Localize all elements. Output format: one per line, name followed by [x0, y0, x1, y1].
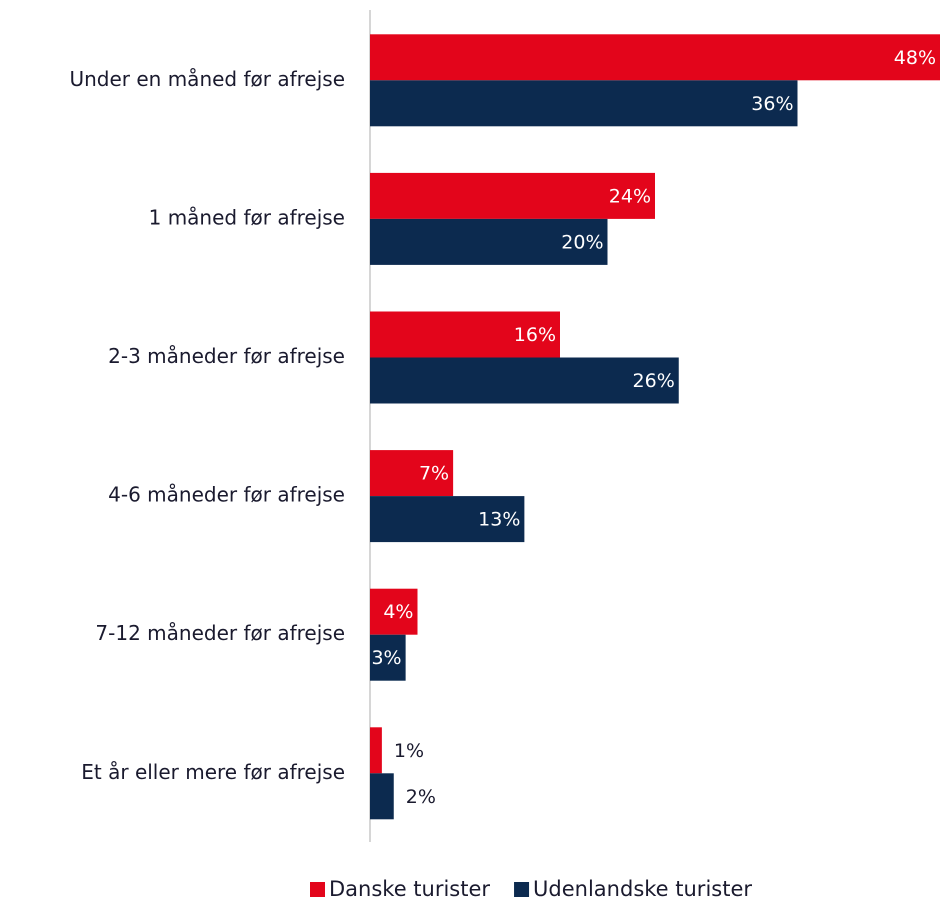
value-label: 1%: [394, 740, 424, 762]
bar: [370, 773, 394, 820]
value-label: 36%: [751, 93, 793, 115]
bar: [370, 80, 798, 127]
bar: [370, 357, 679, 404]
bar: [370, 496, 525, 543]
value-label: 4%: [383, 601, 413, 623]
value-label: 3%: [371, 647, 401, 669]
category-label: Et år eller mere før afrejse: [81, 760, 345, 784]
bar: [370, 172, 655, 219]
category-label: 2-3 måneder før afrejse: [108, 344, 345, 368]
category-label: 4-6 måneder før afrejse: [108, 483, 345, 507]
bar: [370, 311, 560, 358]
bar: [370, 34, 940, 81]
value-label: 13%: [478, 509, 520, 531]
legend-swatch: [310, 882, 325, 897]
legend-label: Udenlandske turister: [533, 877, 752, 901]
category-label: 1 måned før afrejse: [149, 205, 345, 229]
value-label: 2%: [406, 786, 436, 808]
value-label: 26%: [633, 370, 675, 392]
legend-swatch: [514, 882, 530, 897]
category-label: Under en måned før afrejse: [69, 67, 345, 91]
bar: [370, 727, 382, 774]
bar: [370, 450, 454, 497]
value-label: 24%: [609, 185, 651, 207]
value-label: 7%: [419, 463, 449, 485]
bar: [370, 588, 418, 635]
value-label: 16%: [514, 324, 556, 346]
value-label: 20%: [561, 231, 603, 253]
category-label: 7-12 måneder før afrejse: [95, 621, 345, 645]
bar: [370, 634, 406, 681]
legend-label: Danske turister: [329, 877, 490, 901]
bar: [370, 218, 608, 265]
value-label: 48%: [894, 47, 936, 69]
